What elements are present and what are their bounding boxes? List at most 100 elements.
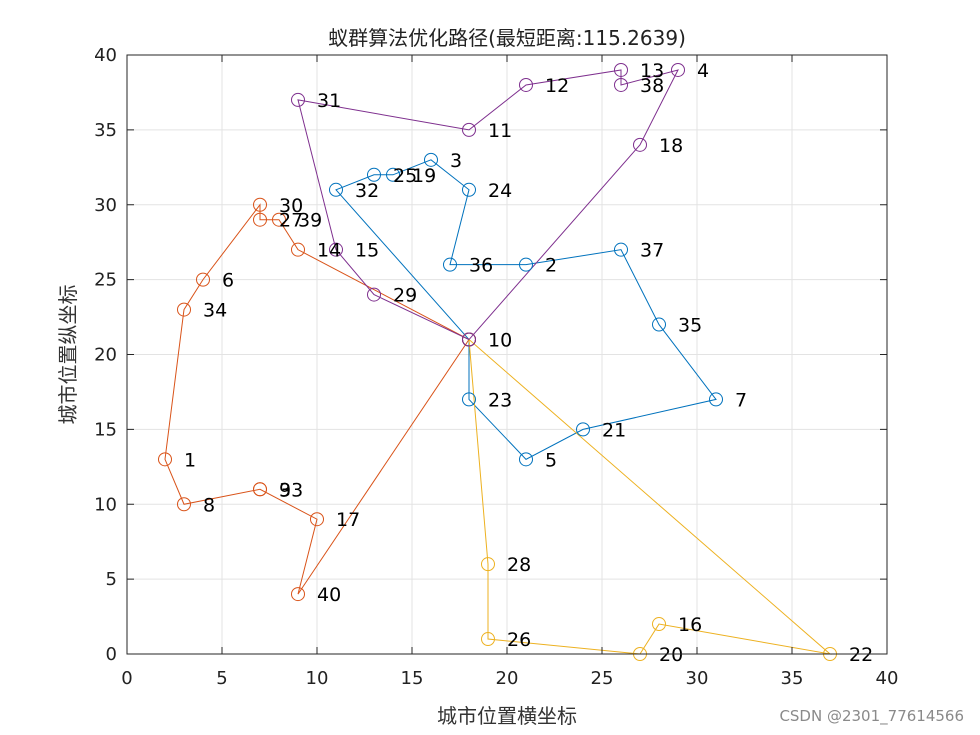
y-tick-label: 40 [94,45,117,66]
watermark: CSDN @2301_77614566 [779,707,964,725]
y-tick-label: 20 [94,345,117,366]
city-label-17: 17 [336,509,360,531]
city-label-36: 36 [469,255,493,277]
city-label-31: 31 [317,90,341,112]
city-marker-32 [329,182,343,197]
x-tick-label: 40 [876,668,899,689]
city-label-23: 23 [488,389,512,411]
city-label-25: 25 [393,165,417,187]
city-label-3: 3 [450,150,462,172]
city-label-5: 5 [545,449,557,471]
city-label-7: 7 [735,389,747,411]
chart-title: 蚁群算法优化路径(最短距离:115.2639) [328,26,686,50]
city-label-32: 32 [355,180,379,202]
city-label-39: 39 [298,210,322,232]
city-marker-34 [177,302,191,317]
city-label-20: 20 [659,644,683,666]
city-label-38: 38 [640,75,664,97]
series-layer [164,69,832,655]
city-marker-27 [253,212,267,227]
city-marker-12 [519,77,533,92]
city-marker-8 [177,497,191,512]
city-label-15: 15 [355,240,379,262]
city-marker-2 [519,257,533,272]
city-marker-40 [291,587,305,602]
city-marker-3 [424,152,438,167]
y-axis-label: 城市位置纵坐标 [56,285,80,425]
y-tick-label: 25 [94,270,117,291]
city-label-11: 11 [488,120,512,142]
city-marker-13 [614,62,628,77]
city-marker-35 [652,317,666,332]
city-label-19: 19 [412,165,436,187]
city-marker-6 [196,272,210,287]
city-label-33: 33 [279,479,303,501]
city-marker-24 [462,182,476,197]
city-marker-16 [652,617,666,632]
city-marker-31 [291,92,305,107]
y-tick-label: 5 [106,569,117,590]
x-tick-label: 25 [591,668,614,689]
city-marker-15 [329,242,343,257]
city-label-8: 8 [203,494,215,516]
city-markers [158,62,837,661]
x-tick-label: 10 [306,668,329,689]
city-marker-18 [633,137,647,152]
city-label-10: 10 [488,330,512,352]
y-tick-label: 10 [94,494,117,515]
city-label-37: 37 [640,240,664,262]
y-tick-label: 30 [94,195,117,216]
city-marker-14 [291,242,305,257]
city-label-40: 40 [317,584,341,606]
city-marker-30 [253,197,267,212]
city-marker-29 [367,287,381,302]
city-marker-17 [310,512,324,527]
city-label-12: 12 [545,75,569,97]
city-label-34: 34 [203,300,227,322]
city-label-22: 22 [849,644,873,666]
city-label-28: 28 [507,554,531,576]
city-marker-10 [462,332,476,347]
city-marker-23 [462,392,476,407]
city-marker-25 [367,167,381,182]
city-label-14: 14 [317,240,341,262]
city-marker-21 [576,422,590,437]
y-tick-label: 0 [106,644,117,665]
city-label-35: 35 [678,315,702,337]
city-label-30: 30 [279,195,303,217]
city-label-6: 6 [222,270,234,292]
city-label-27: 27 [279,210,303,232]
route-line-4 [297,69,679,340]
x-tick-label: 5 [216,668,227,689]
city-label-4: 4 [697,60,709,82]
city-marker-4 [671,62,685,77]
y-tick-label: 15 [94,419,117,440]
x-tick-label: 35 [781,668,804,689]
city-marker-11 [462,122,476,137]
city-marker-9 [253,482,267,497]
x-tick-label: 15 [401,668,424,689]
route-line-3 [468,339,832,655]
city-marker-1 [158,452,172,467]
city-marker-7 [709,392,723,407]
city-label-9: 9 [279,479,291,501]
x-tick-label: 30 [686,668,709,689]
route-line-2 [164,203,470,595]
city-marker-26 [481,632,495,647]
city-marker-38 [614,77,628,92]
city-label-1: 1 [184,449,196,471]
city-label-21: 21 [602,419,626,441]
city-marker-36 [443,257,457,272]
city-label-24: 24 [488,180,512,202]
x-tick-label: 0 [121,668,132,689]
city-marker-19 [386,167,400,182]
city-label-29: 29 [393,285,417,307]
x-axis-label: 城市位置横坐标 [437,704,577,728]
city-marker-39 [272,212,286,227]
city-label-13: 13 [640,60,664,82]
y-tick-label: 35 [94,120,117,141]
city-marker-28 [481,557,495,572]
